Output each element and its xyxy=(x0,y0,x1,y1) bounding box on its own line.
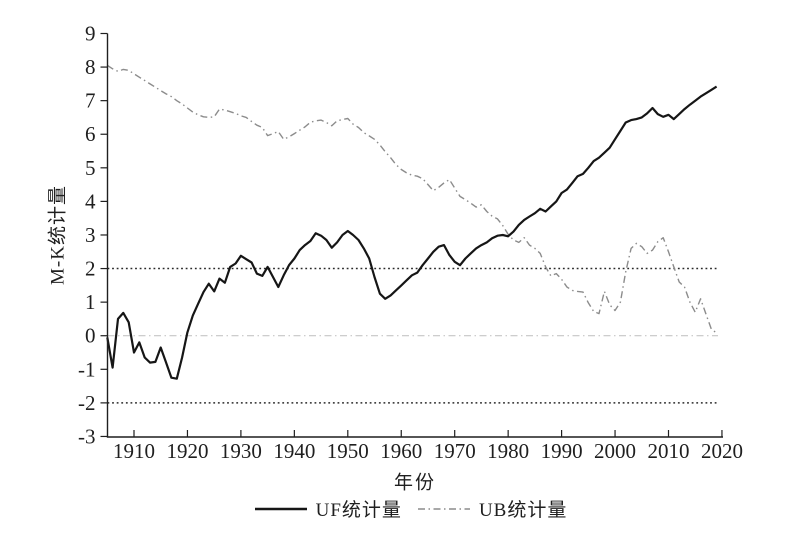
y-tick-label: 9 xyxy=(85,22,96,46)
legend-item-uf: UF统计量 xyxy=(253,495,402,522)
x-tick-label: 2000 xyxy=(594,439,636,463)
x-tick-label: 2010 xyxy=(648,439,690,463)
y-tick-label: 2 xyxy=(85,257,96,281)
y-tick-label: 0 xyxy=(85,324,96,348)
x-axis-title: 年份 xyxy=(393,472,437,494)
x-tick-label: 1970 xyxy=(434,439,476,463)
x-tick-label: 1920 xyxy=(166,439,208,463)
x-tick-label: 1930 xyxy=(220,439,262,463)
x-tick-label: 1910 xyxy=(113,439,155,463)
y-tick-label: 8 xyxy=(85,55,96,79)
y-tick-label: 3 xyxy=(85,223,96,247)
y-tick-label: 4 xyxy=(85,189,96,213)
x-tick-label: 1960 xyxy=(380,439,422,463)
y-axis-title: M-K统计量 xyxy=(47,185,69,285)
legend-label-ub: UB统计量 xyxy=(478,500,568,521)
uf-line-sample xyxy=(254,507,307,510)
ub-series-line xyxy=(106,64,718,334)
y-tick-label: -3 xyxy=(78,424,96,448)
y-tick-label: 5 xyxy=(85,156,96,180)
ub-line-sample xyxy=(417,507,470,510)
y-tick-label: 6 xyxy=(85,122,96,146)
x-tick-label: 1980 xyxy=(487,439,529,463)
y-tick-label: -2 xyxy=(78,391,96,415)
y-tick-label: -1 xyxy=(78,357,96,381)
legend: UF统计量 UB统计量 xyxy=(10,495,800,522)
legend-label-uf: UF统计量 xyxy=(315,500,402,521)
y-tick-label: 7 xyxy=(85,89,96,113)
x-tick-label: 2020 xyxy=(701,439,743,463)
y-tick-label: 1 xyxy=(85,290,96,314)
x-tick-label: 1950 xyxy=(327,439,369,463)
uf-series-line xyxy=(106,85,718,380)
legend-item-ub: UB统计量 xyxy=(416,495,567,522)
x-tick-label: 1940 xyxy=(273,439,315,463)
x-tick-label: 1990 xyxy=(541,439,583,463)
